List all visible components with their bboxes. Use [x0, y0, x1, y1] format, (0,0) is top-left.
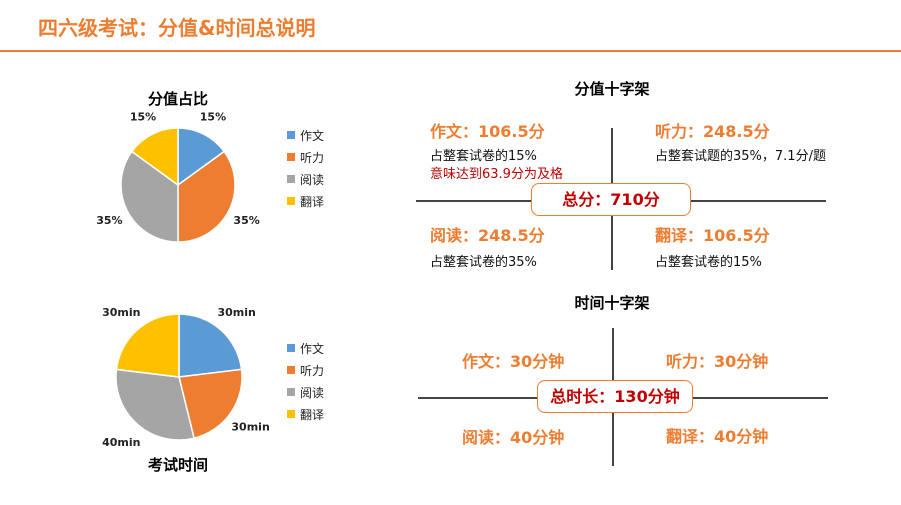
score-legend-item: 阅读	[287, 168, 324, 190]
time-pie-title: 考试时间	[147, 456, 208, 474]
title-divider	[0, 50, 901, 52]
score-legend-item: 作文	[287, 124, 324, 146]
time-pie-slice-0	[178, 313, 243, 378]
score-legend-label: 阅读	[300, 172, 325, 187]
score-legend-swatch	[287, 175, 295, 183]
score-legend-swatch	[287, 197, 295, 205]
score-listening-share: 占整套试题的35%，7.1分/题	[655, 149, 826, 164]
score-total-box: 总分：710分	[531, 183, 691, 216]
time-legend-item: 作文	[287, 337, 324, 359]
time-pie-chart: 30min 30min 40min 30min	[102, 306, 270, 449]
time-legend-swatch	[287, 388, 295, 396]
time-listening: 听力：30分钟	[666, 352, 769, 371]
score-legend-swatch	[287, 153, 295, 161]
score-reading-heading: 阅读：248.5分	[430, 226, 545, 245]
score-pie-slice-3	[130, 127, 179, 187]
time-total-box: 总时长：130分钟	[537, 380, 693, 413]
time-pie-slice-2	[115, 368, 195, 441]
time-translation: 翻译：40分钟	[666, 427, 769, 446]
slide-title: 四六级考试：分值&时间总说明	[38, 16, 316, 40]
time-legend-item: 听力	[287, 359, 324, 381]
time-pie-label-3: 30min	[102, 306, 140, 319]
score-pie-slice-2	[120, 150, 179, 243]
score-pie-label-3: 15%	[130, 110, 156, 123]
time-legend-label: 听力	[300, 363, 325, 378]
time-pie-slice-1	[178, 368, 243, 440]
time-legend-swatch	[287, 410, 295, 418]
score-cross-title: 分值十字架	[574, 80, 650, 98]
time-reading: 阅读：40分钟	[462, 428, 565, 447]
score-legend-label: 作文	[300, 128, 325, 143]
time-cross-title: 时间十字架	[574, 294, 650, 312]
score-writing-pass-note: 意味达到63.9分为及格	[430, 167, 563, 182]
score-pie-legend: 作文 听力 阅读 翻译	[287, 124, 324, 212]
time-legend-label: 翻译	[300, 407, 325, 422]
score-pie-label-2: 35%	[96, 214, 122, 227]
score-pie-label-0: 15%	[200, 110, 226, 123]
time-writing: 作文：30分钟	[462, 352, 565, 371]
score-legend-swatch	[287, 131, 295, 139]
score-translation-heading: 翻译：106.5分	[655, 226, 770, 245]
score-pie-slice-0	[177, 127, 226, 187]
score-writing-heading: 作文：106.5分	[430, 122, 545, 141]
time-legend-item: 阅读	[287, 381, 324, 403]
time-pie-legend: 作文 听力 阅读 翻译	[287, 337, 324, 425]
score-pie-title: 分值占比	[147, 90, 208, 108]
score-pie-label-1: 35%	[233, 214, 259, 227]
score-legend-item: 翻译	[287, 190, 324, 212]
score-reading-share: 占整套试卷的35%	[430, 255, 537, 270]
time-legend-swatch	[287, 366, 295, 374]
score-writing-share: 占整套试卷的15%	[430, 149, 537, 164]
score-translation-share: 占整套试卷的15%	[655, 255, 762, 270]
time-pie-label-1: 30min	[231, 420, 269, 433]
time-pie-slice-3	[115, 313, 180, 378]
time-pie-label-0: 30min	[218, 306, 256, 319]
time-pie-label-2: 40min	[102, 436, 140, 449]
time-legend-label: 阅读	[300, 385, 325, 400]
score-pie-slice-1	[177, 150, 236, 243]
time-legend-label: 作文	[300, 341, 325, 356]
score-legend-item: 听力	[287, 146, 324, 168]
score-legend-label: 翻译	[300, 194, 325, 209]
time-legend-swatch	[287, 344, 295, 352]
score-pie-chart: 15% 35% 35% 15%	[96, 110, 260, 243]
time-legend-item: 翻译	[287, 403, 324, 425]
score-legend-label: 听力	[300, 150, 325, 165]
score-listening-heading: 听力：248.5分	[655, 122, 770, 141]
